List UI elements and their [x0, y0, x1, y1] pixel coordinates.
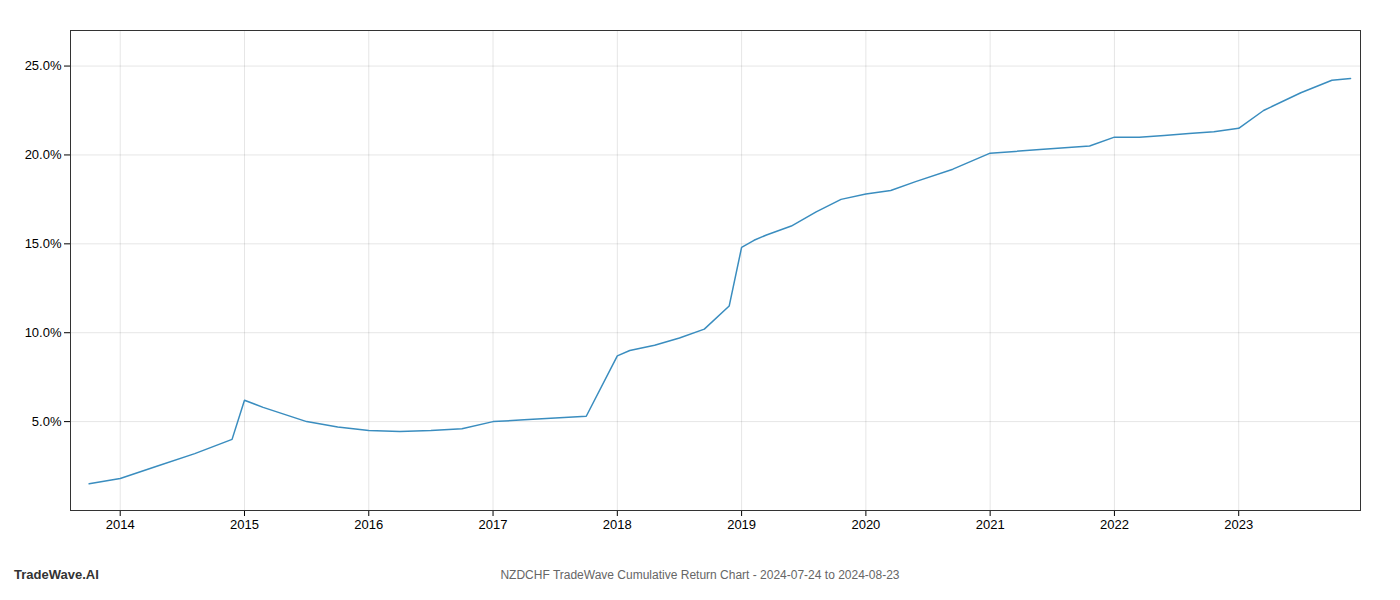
svg-text:2023: 2023: [1224, 517, 1253, 532]
svg-text:2022: 2022: [1100, 517, 1129, 532]
svg-text:25.0%: 25.0%: [25, 58, 62, 73]
svg-text:15.0%: 15.0%: [25, 236, 62, 251]
svg-text:20.0%: 20.0%: [25, 147, 62, 162]
html-text:NZDCHF TradeWave Cumulative Re: NZDCHF TradeWave Cumulative Return Chart…: [500, 568, 900, 582]
svg-text:2017: 2017: [479, 517, 508, 532]
svg-text:2020: 2020: [851, 517, 880, 532]
svg-text:2018: 2018: [603, 517, 632, 532]
html-text:TradeWave.AI: TradeWave.AI: [14, 567, 99, 582]
svg-text:2021: 2021: [976, 517, 1005, 532]
svg-text:2016: 2016: [354, 517, 383, 532]
svg-text:5.0%: 5.0%: [32, 414, 62, 429]
svg-text:2014: 2014: [106, 517, 135, 532]
svg-text:2019: 2019: [727, 517, 756, 532]
svg-text:2015: 2015: [230, 517, 259, 532]
svg-text:10.0%: 10.0%: [25, 325, 62, 340]
